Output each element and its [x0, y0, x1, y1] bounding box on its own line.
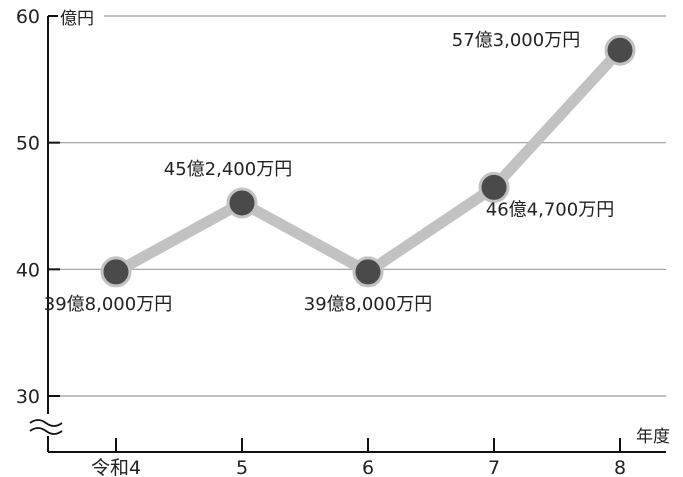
- axis-break-mark: [29, 414, 70, 436]
- x-tick-label: 7: [488, 457, 500, 477]
- data-labels: 39億8,000万円 45億2,400万円 39億8,000万円 46億4,700万円…: [44, 30, 614, 315]
- data-label: 57億3,000万円: [452, 30, 580, 51]
- x-tick-label: 8: [614, 457, 626, 477]
- y-tick-labels: 30 40 50 60: [16, 6, 60, 408]
- data-points: [100, 34, 636, 288]
- x-tick-label: 5: [236, 457, 248, 477]
- data-point: [604, 34, 636, 66]
- y-tick-label: 60: [16, 6, 40, 28]
- data-point: [100, 256, 132, 288]
- x-tick-label: 令和4: [91, 457, 141, 477]
- y-unit-backdrop: [58, 6, 104, 30]
- y-unit-label-text: 億円: [60, 9, 94, 29]
- grid-lines: [48, 15, 666, 397]
- data-point: [226, 187, 258, 219]
- axes: [29, 16, 666, 453]
- data-point: [478, 171, 510, 203]
- data-label: 45億2,400万円: [164, 159, 292, 180]
- data-label: 39億8,000万円: [304, 294, 432, 315]
- y-tick-label: 50: [16, 133, 40, 155]
- data-label: 46億4,700万円: [486, 199, 614, 220]
- data-label: 39億8,000万円: [44, 294, 172, 315]
- data-point: [352, 256, 384, 288]
- y-tick-label: 40: [16, 259, 40, 281]
- y-tick-label: 30: [16, 386, 40, 408]
- x-unit-label: 年度: [636, 427, 670, 447]
- x-tick-labels: 令和4 5 6 7 8: [91, 438, 626, 477]
- x-tick-label: 6: [362, 457, 374, 477]
